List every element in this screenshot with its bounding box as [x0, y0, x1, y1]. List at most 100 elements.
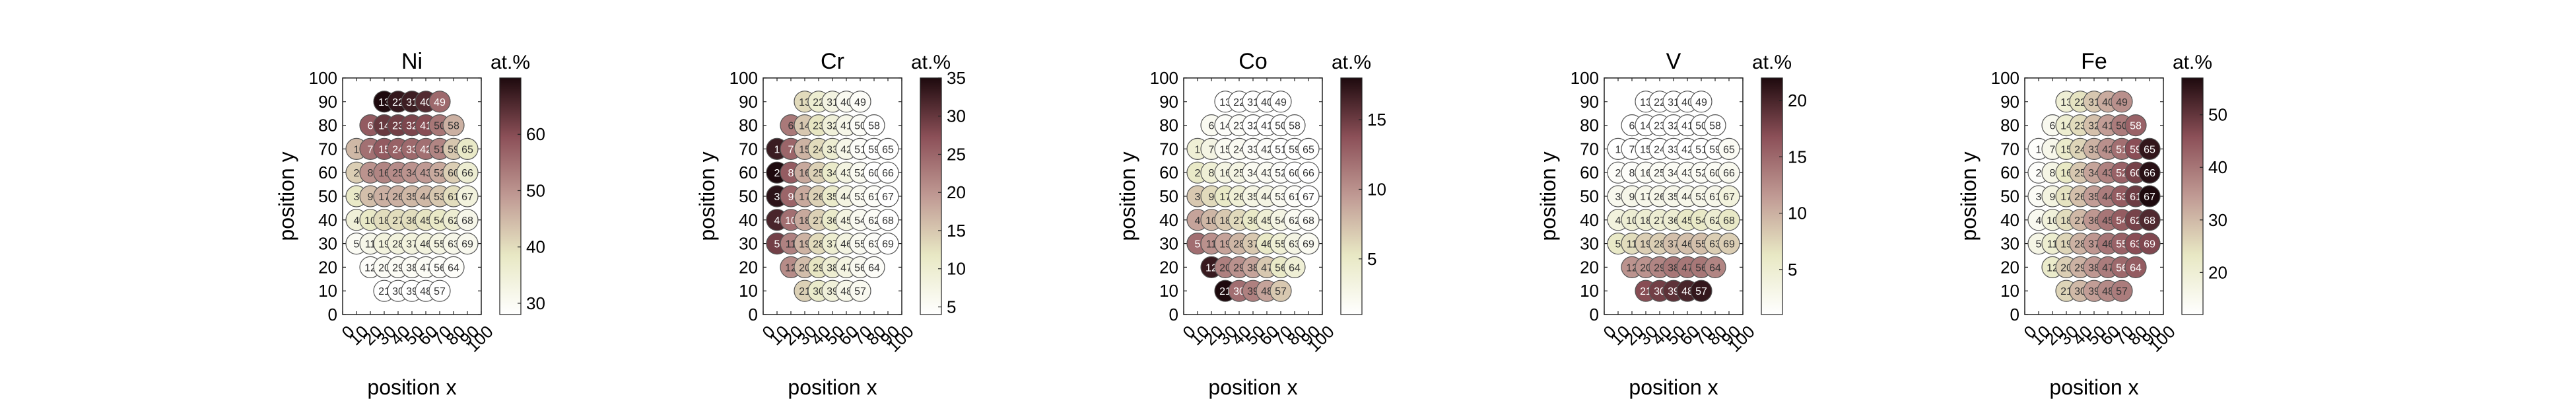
data-point-label: 56 [1275, 262, 1287, 274]
data-point-label: 65 [1303, 144, 1314, 155]
data-point-label: 54 [2116, 215, 2128, 227]
data-point-label: 66 [461, 168, 473, 179]
data-point: 64 [863, 256, 885, 278]
data-point-marker [1297, 233, 1320, 255]
data-point: 58 [1283, 114, 1306, 137]
data-point-label: 17 [2060, 192, 2072, 203]
data-point-label: 45 [2102, 215, 2114, 227]
y-axis-label: position y [1116, 151, 1139, 241]
data-point-label: 13 [1219, 97, 1231, 108]
data-point-label: 13 [1640, 97, 1652, 108]
colorbar [1761, 77, 1783, 315]
data-point-label: 60 [2130, 168, 2142, 179]
x-axis-label: position x [2049, 375, 2138, 399]
data-point-label: 25 [2074, 168, 2086, 179]
data-point-label: 36 [1247, 215, 1259, 227]
data-point-label: 8 [2050, 168, 2056, 179]
data-point-label: 53 [854, 192, 866, 203]
data-point: 49 [428, 91, 451, 113]
data-point-label: 68 [2144, 215, 2155, 227]
colorbar-label: at.% [491, 52, 530, 73]
data-point-label: 9 [1629, 192, 1635, 203]
data-point-marker [456, 233, 479, 255]
data-point-label: 38 [2088, 262, 2100, 274]
data-point-label: 1 [1195, 144, 1201, 155]
data-point-label: 47 [1681, 262, 1693, 274]
data-point-label: 11 [2047, 239, 2058, 250]
data-point-label: 44 [840, 192, 852, 203]
x-axis-label: position x [788, 375, 877, 399]
data-point: 67 [1297, 185, 1320, 207]
data-point-label: 26 [2074, 192, 2086, 203]
data-point-label: 23 [1654, 121, 1666, 132]
data-point-label: 10 [785, 215, 797, 227]
data-point-label: 18 [1640, 215, 1652, 227]
data-point-label: 12 [1205, 262, 1217, 274]
data-point-label: 10 [1205, 215, 1217, 227]
data-point-label: 63 [1289, 239, 1301, 250]
data-point-label: 62 [2130, 215, 2142, 227]
data-point-label: 51 [854, 144, 866, 155]
y-tick-label: 90 [739, 92, 758, 112]
data-point: 57 [2111, 280, 2133, 302]
data-point-marker [877, 161, 899, 184]
data-point-marker [1270, 280, 1292, 302]
data-point-label: 50 [1695, 121, 1707, 132]
data-point: 66 [877, 161, 899, 184]
data-point-label: 55 [434, 239, 446, 250]
y-tick-label: 80 [1159, 116, 1178, 135]
y-tick-label: 30 [739, 234, 758, 254]
data-point-marker [2124, 256, 2147, 278]
data-point-label: 16 [1640, 168, 1652, 179]
data-point-label: 37 [827, 239, 838, 250]
data-point: 57 [428, 280, 451, 302]
data-point-label: 19 [1219, 239, 1231, 250]
data-point-marker [1718, 209, 1740, 231]
data-point-label: 62 [1709, 215, 1721, 227]
data-point-label: 38 [1668, 262, 1679, 274]
data-point-label: 9 [788, 192, 794, 203]
y-tick-label: 40 [1159, 210, 1178, 230]
data-point-label: 61 [1289, 192, 1301, 203]
y-tick-label: 10 [739, 281, 758, 301]
colorbar [920, 77, 942, 315]
data-point-label: 22 [392, 97, 404, 108]
data-point-label: 62 [868, 215, 880, 227]
data-point-label: 46 [2102, 239, 2114, 250]
data-point-label: 64 [868, 262, 880, 274]
y-tick-label: 60 [1159, 163, 1178, 182]
data-point: 65 [1297, 137, 1320, 160]
y-axis-label: position y [1957, 151, 1981, 241]
data-point-marker [1297, 209, 1320, 231]
data-point: 57 [1270, 280, 1292, 302]
data-point-label: 3 [354, 192, 360, 203]
data-point-label: 50 [1275, 121, 1287, 132]
y-tick-label: 10 [318, 281, 337, 301]
data-point-label: 7 [1629, 144, 1635, 155]
data-point-marker [877, 185, 899, 207]
data-point-label: 41 [420, 121, 432, 132]
data-point-label: 47 [840, 262, 852, 274]
data-point-label: 57 [854, 286, 866, 297]
colorbar-tick-label: 15 [1788, 147, 1807, 167]
data-point-label: 39 [1668, 286, 1679, 297]
data-point-label: 24 [1654, 144, 1666, 155]
data-point-label: 39 [2088, 286, 2100, 297]
data-point: 57 [1690, 280, 1712, 302]
data-point-label: 59 [448, 144, 459, 155]
data-point-label: 2 [1195, 168, 1201, 179]
data-point-label: 64 [1289, 262, 1301, 274]
colorbar-tick-label: 20 [1788, 91, 1807, 110]
data-point-marker [1704, 256, 1726, 278]
data-point-label: 29 [1654, 262, 1666, 274]
data-point-label: 2 [2036, 168, 2042, 179]
data-point-label: 66 [1303, 168, 1314, 179]
data-point-marker [1718, 233, 1740, 255]
data-point: 58 [863, 114, 885, 137]
chart-v: V010203040506070809010001020304050607080… [1536, 49, 1807, 399]
y-axis-label: position y [695, 151, 719, 241]
data-point-marker [2138, 161, 2161, 184]
y-tick-label: 0 [328, 305, 337, 324]
data-point-label: 68 [1303, 215, 1314, 227]
data-point-label: 10 [2047, 215, 2058, 227]
